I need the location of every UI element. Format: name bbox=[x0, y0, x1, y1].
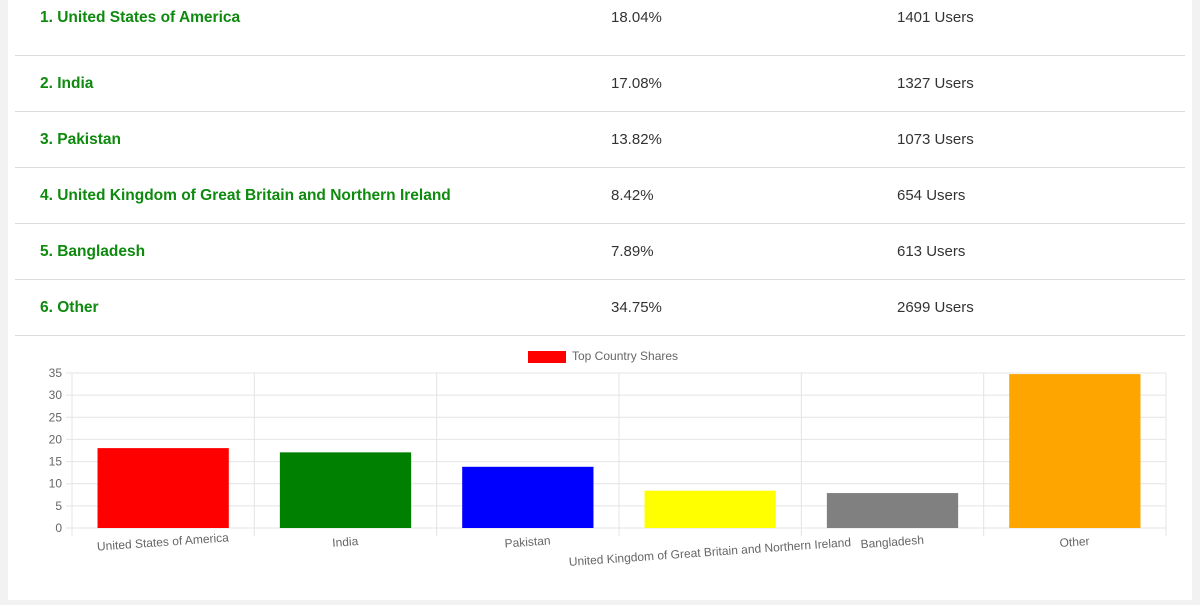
grid bbox=[66, 372, 1167, 536]
table-row: 1. United States of America 18.04% 1401 … bbox=[15, 0, 1185, 56]
country-stats-table: 1. United States of America 18.04% 1401 … bbox=[15, 0, 1185, 336]
x-tick-label: United Kingdom of Great Britain and Nort… bbox=[568, 535, 851, 569]
y-tick-label: 20 bbox=[49, 432, 63, 446]
x-tick-label: Bangladesh bbox=[860, 533, 924, 551]
y-tick-label: 15 bbox=[49, 455, 63, 469]
table-row: 4. United Kingdom of Great Britain and N… bbox=[15, 168, 1185, 224]
country-name: 5. Bangladesh bbox=[40, 243, 146, 260]
bar bbox=[97, 448, 229, 528]
country-users: 2699 Users bbox=[897, 299, 974, 316]
table-row: 5. Bangladesh 7.89% 613 Users bbox=[15, 224, 1185, 280]
country-users: 654 Users bbox=[897, 187, 966, 204]
y-tick-label: 5 bbox=[55, 499, 62, 513]
country-name: 1. United States of America bbox=[40, 9, 241, 26]
legend-swatch[interactable] bbox=[528, 351, 566, 363]
country-name: 4. United Kingdom of Great Britain and N… bbox=[40, 187, 451, 204]
bar bbox=[462, 466, 594, 528]
y-tick-label: 30 bbox=[49, 388, 63, 402]
country-stats-panel: 1. United States of America 18.04% 1401 … bbox=[8, 0, 1192, 600]
country-name: 6. Other bbox=[40, 299, 99, 316]
country-name: 2. India bbox=[40, 75, 94, 92]
bar bbox=[1009, 374, 1141, 528]
country-share-chart: 0 5 10 15 20 25 30 35 United States of America In… bbox=[8, 330, 1192, 600]
x-tick-label: Pakistan bbox=[504, 533, 551, 550]
country-name: 3. Pakistan bbox=[40, 131, 121, 148]
country-share: 8.42% bbox=[611, 187, 654, 204]
legend-label[interactable]: Top Country Shares bbox=[572, 349, 678, 363]
table-row: 6. Other 34.75% 2699 Users bbox=[15, 280, 1185, 336]
bar bbox=[279, 452, 412, 528]
country-share: 13.82% bbox=[611, 131, 662, 148]
x-tick-label: India bbox=[332, 534, 359, 550]
country-share: 34.75% bbox=[611, 299, 662, 316]
country-share: 17.08% bbox=[611, 75, 662, 92]
y-tick-label: 25 bbox=[49, 410, 63, 424]
legend[interactable]: Top Country Shares bbox=[528, 349, 678, 363]
bar-chart: 0 5 10 15 20 25 30 35 United States of America In… bbox=[49, 349, 1167, 569]
y-tick-label: 10 bbox=[49, 477, 63, 491]
bar bbox=[826, 493, 959, 528]
table-row: 2. India 17.08% 1327 Users bbox=[15, 56, 1185, 112]
x-tick-label: Other bbox=[1059, 534, 1090, 550]
country-share: 7.89% bbox=[611, 243, 654, 260]
y-tick-label: 0 bbox=[55, 521, 62, 535]
country-share: 18.04% bbox=[611, 9, 662, 26]
bars bbox=[97, 374, 1141, 528]
country-users: 1401 Users bbox=[897, 9, 974, 26]
bar bbox=[644, 490, 776, 528]
country-users: 1073 Users bbox=[897, 131, 974, 148]
country-users: 1327 Users bbox=[897, 75, 974, 92]
x-tick-label: United States of America bbox=[97, 530, 230, 553]
table-row: 3. Pakistan 13.82% 1073 Users bbox=[15, 112, 1185, 168]
y-tick-label: 35 bbox=[49, 366, 63, 380]
country-users: 613 Users bbox=[897, 243, 966, 260]
